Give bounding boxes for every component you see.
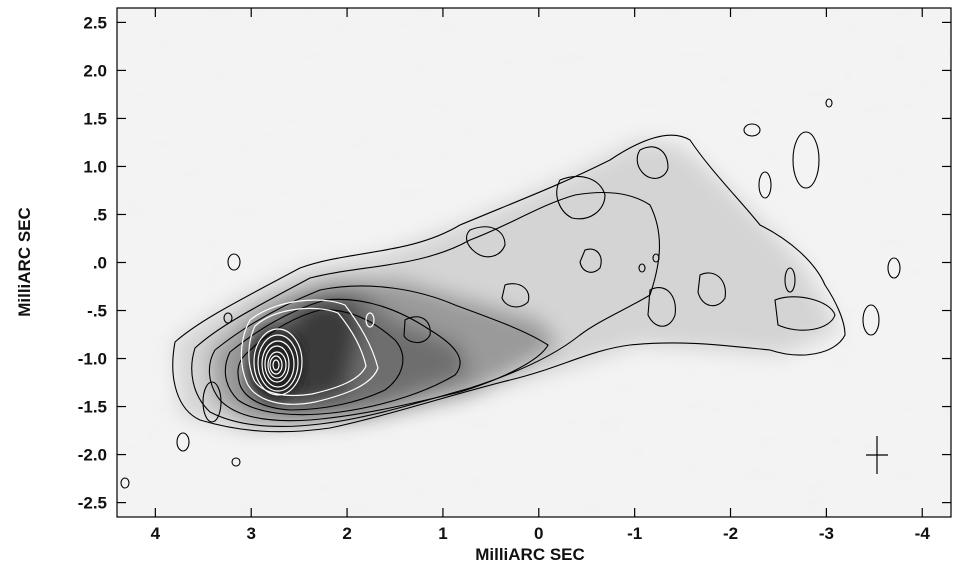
x-tick-label: 1 xyxy=(438,524,447,543)
x-tick-label: -3 xyxy=(819,524,834,543)
x-tick-label: 2 xyxy=(342,524,351,543)
y-tick-label: -2.5 xyxy=(78,494,107,513)
x-tick-label: 0 xyxy=(534,524,543,543)
beam-marker xyxy=(866,436,888,474)
y-tick-label: -.5 xyxy=(87,302,107,321)
axis-ticks xyxy=(117,8,951,517)
x-axis-title: MilliARC SEC xyxy=(475,545,585,564)
axis-tick-labels: 4 3 2 1 0 -1 -2 -3 -4 2.5 2.0 1.5 1.0 .5 .0 -.5 -1.0 -1.5… xyxy=(78,13,931,543)
contour-lines-core xyxy=(240,299,379,405)
y-tick-label: -2.0 xyxy=(78,446,107,465)
x-tick-label: -2 xyxy=(723,524,738,543)
y-tick-label: -1.5 xyxy=(78,398,107,417)
x-tick-label: -1 xyxy=(627,524,642,543)
x-tick-label: -4 xyxy=(915,524,931,543)
y-tick-label: 1.0 xyxy=(83,157,107,176)
contour-islands xyxy=(120,98,901,489)
x-tick-label: 4 xyxy=(151,524,161,543)
y-tick-label: .0 xyxy=(93,254,107,273)
y-tick-label: 2.0 xyxy=(83,61,107,80)
y-tick-label: 1.5 xyxy=(83,109,107,128)
x-tick-label: 3 xyxy=(246,524,255,543)
y-tick-label: .5 xyxy=(93,205,107,224)
y-tick-label: 2.5 xyxy=(83,13,107,32)
y-axis-title: MilliARC SEC xyxy=(15,207,34,317)
y-tick-label: -1.0 xyxy=(78,350,107,369)
